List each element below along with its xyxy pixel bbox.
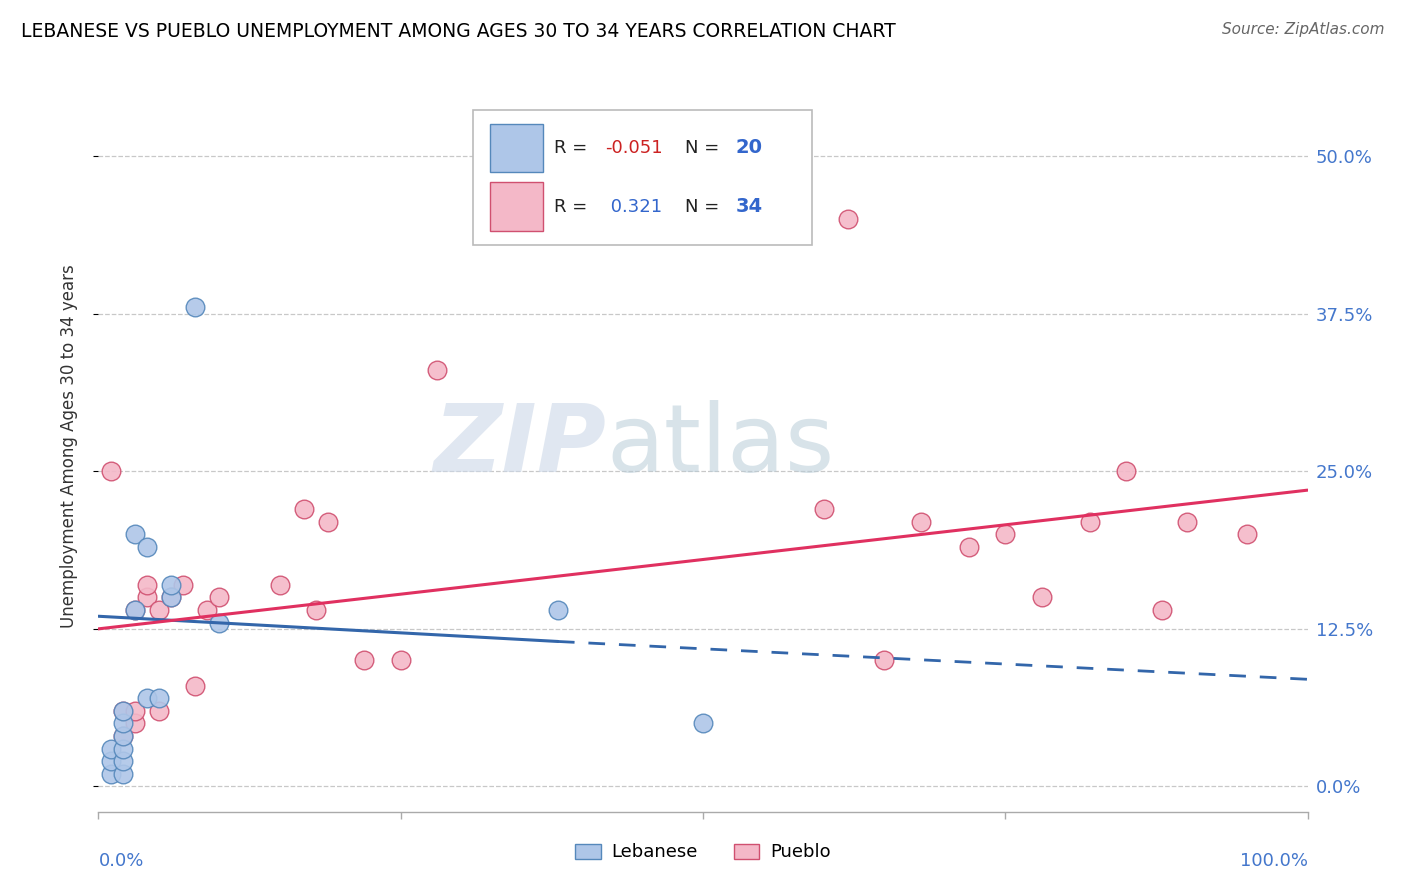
Point	[100, 464, 122, 478]
Point	[111, 767, 134, 781]
Point	[1031, 591, 1053, 605]
Point	[1175, 515, 1198, 529]
Point	[837, 212, 859, 227]
Text: R =: R =	[554, 198, 593, 216]
Point	[111, 704, 134, 718]
Point	[111, 704, 134, 718]
Point	[195, 603, 218, 617]
Point	[148, 691, 170, 706]
Point	[813, 502, 835, 516]
Point	[135, 591, 157, 605]
Text: 100.0%: 100.0%	[1240, 852, 1308, 870]
Point	[910, 515, 932, 529]
Point	[305, 603, 328, 617]
Point	[269, 578, 291, 592]
Point	[172, 578, 194, 592]
Text: LEBANESE VS PUEBLO UNEMPLOYMENT AMONG AGES 30 TO 34 YEARS CORRELATION CHART: LEBANESE VS PUEBLO UNEMPLOYMENT AMONG AG…	[21, 22, 896, 41]
Text: N =: N =	[685, 139, 725, 157]
Legend: Lebanese, Pueblo: Lebanese, Pueblo	[568, 836, 838, 869]
Point	[292, 502, 315, 516]
Point	[160, 591, 183, 605]
Point	[100, 754, 122, 768]
Text: 0.0%: 0.0%	[98, 852, 143, 870]
Point	[957, 540, 980, 554]
Point	[1236, 527, 1258, 541]
Point	[148, 704, 170, 718]
Point	[692, 716, 714, 731]
Point	[124, 527, 146, 541]
Point	[135, 691, 157, 706]
Point	[160, 578, 183, 592]
Point	[111, 754, 134, 768]
FancyBboxPatch shape	[491, 183, 543, 231]
Point	[135, 540, 157, 554]
Point	[160, 591, 183, 605]
Point	[124, 603, 146, 617]
Text: 34: 34	[735, 197, 763, 216]
Point	[426, 363, 449, 377]
Point	[111, 716, 134, 731]
Point	[124, 603, 146, 617]
Point	[184, 679, 207, 693]
FancyBboxPatch shape	[474, 110, 811, 245]
Point	[100, 741, 122, 756]
Text: atlas: atlas	[606, 400, 835, 492]
Text: ZIP: ZIP	[433, 400, 606, 492]
Point	[873, 653, 896, 667]
Point	[111, 729, 134, 743]
Point	[184, 300, 207, 314]
Point	[208, 591, 231, 605]
Point	[100, 767, 122, 781]
Text: N =: N =	[685, 198, 725, 216]
Text: 0.321: 0.321	[605, 198, 662, 216]
Point	[148, 603, 170, 617]
Y-axis label: Unemployment Among Ages 30 to 34 years: Unemployment Among Ages 30 to 34 years	[59, 264, 77, 628]
Point	[124, 704, 146, 718]
Text: 20: 20	[735, 138, 762, 157]
Point	[389, 653, 412, 667]
Point	[547, 603, 569, 617]
Point	[135, 578, 157, 592]
Text: -0.051: -0.051	[605, 139, 662, 157]
FancyBboxPatch shape	[491, 124, 543, 172]
Point	[111, 741, 134, 756]
Point	[316, 515, 339, 529]
Point	[1152, 603, 1174, 617]
Point	[208, 615, 231, 630]
Point	[353, 653, 375, 667]
Point	[124, 716, 146, 731]
Point	[111, 729, 134, 743]
Point	[1078, 515, 1101, 529]
Text: R =: R =	[554, 139, 593, 157]
Text: Source: ZipAtlas.com: Source: ZipAtlas.com	[1222, 22, 1385, 37]
Point	[994, 527, 1017, 541]
Point	[1115, 464, 1137, 478]
